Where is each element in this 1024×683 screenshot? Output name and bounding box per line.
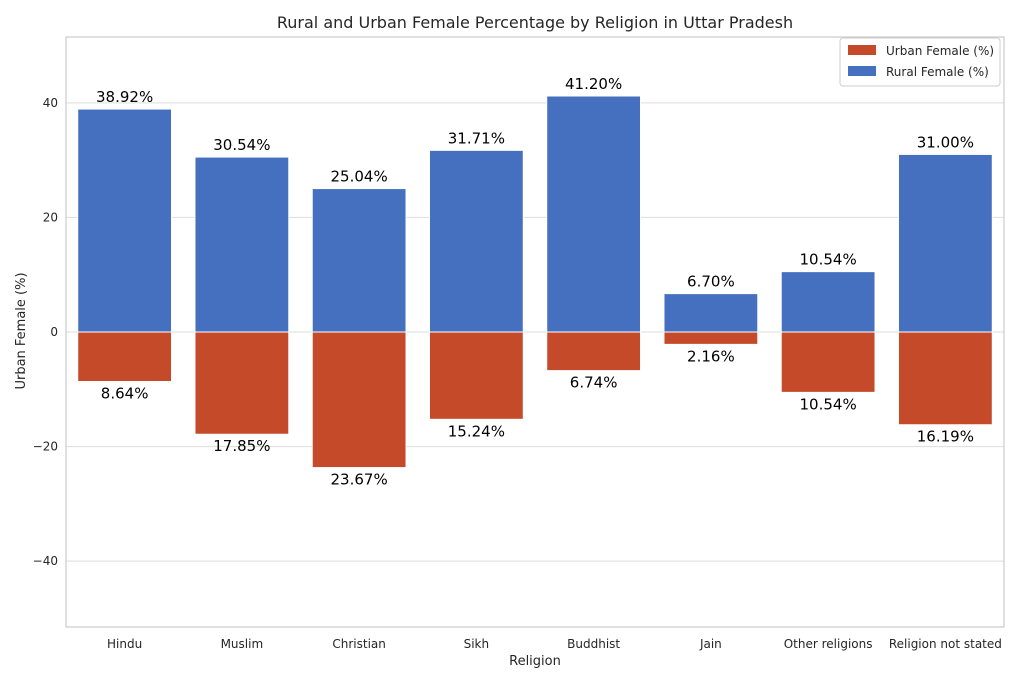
x-tick-labels: Hindu Muslim Christian Sikh Buddhist Jain Othe… bbox=[107, 637, 1002, 651]
x-tick-label: Jain bbox=[699, 637, 722, 651]
legend-label-rural: Rural Female (%) bbox=[886, 65, 989, 79]
data-label-urban: 23.67% bbox=[331, 471, 388, 489]
y-tick-label: −40 bbox=[33, 554, 58, 568]
data-label-urban: 17.85% bbox=[213, 437, 270, 455]
bar-urban bbox=[428, 331, 524, 420]
data-label-rural: 6.70% bbox=[687, 273, 735, 291]
plot-frame bbox=[65, 36, 1005, 628]
data-label-rural: 30.54% bbox=[213, 136, 270, 154]
x-tick-label: Christian bbox=[332, 637, 386, 651]
data-label-urban: 15.24% bbox=[448, 422, 505, 440]
bar-rural bbox=[428, 149, 524, 333]
y-tick-labels: −40 −20 0 20 40 bbox=[33, 96, 58, 568]
data-label-rural: 31.71% bbox=[448, 129, 505, 147]
y-tick-label: 20 bbox=[43, 210, 58, 224]
x-tick-label: Other religions bbox=[784, 637, 873, 651]
bar-urban bbox=[780, 331, 876, 393]
data-label-urban: 10.54% bbox=[800, 395, 857, 413]
bar-urban bbox=[77, 331, 173, 382]
bar-rural bbox=[546, 95, 642, 333]
y-axis-label: Urban Female (%) bbox=[14, 272, 29, 389]
x-tick-label: Buddhist bbox=[567, 637, 620, 651]
y-tick-label: 0 bbox=[50, 325, 58, 339]
data-label-rural: 38.92% bbox=[96, 88, 153, 106]
bar-rural bbox=[897, 153, 993, 333]
data-label-urban: 6.74% bbox=[570, 374, 618, 392]
x-axis-label: Religion bbox=[509, 654, 561, 669]
legend-swatch-urban bbox=[848, 45, 876, 55]
y-tick-label: −20 bbox=[33, 440, 58, 454]
bar-rural bbox=[780, 271, 876, 333]
bar-rural bbox=[663, 293, 759, 333]
data-label-rural: 31.00% bbox=[917, 133, 974, 151]
legend-label-urban: Urban Female (%) bbox=[886, 44, 994, 58]
legend: Urban Female (%) Rural Female (%) bbox=[839, 37, 1001, 87]
bar-rural bbox=[77, 108, 173, 333]
bar-urban bbox=[663, 331, 759, 345]
x-tick-label: Muslim bbox=[221, 637, 264, 651]
bar-urban bbox=[194, 331, 290, 435]
data-labels: 8.64% 17.85% 23.67% 15.24% 6.74% 2.16% 10.54% 1… bbox=[96, 75, 974, 489]
data-label-rural: 25.04% bbox=[331, 168, 388, 186]
x-tick-label: Religion not stated bbox=[889, 637, 1002, 651]
data-label-rural: 10.54% bbox=[800, 251, 857, 269]
bars bbox=[77, 95, 993, 469]
x-tick-label: Hindu bbox=[107, 637, 142, 651]
data-label-urban: 2.16% bbox=[687, 347, 735, 365]
data-label-rural: 41.20% bbox=[565, 75, 622, 93]
bar-urban bbox=[311, 331, 407, 469]
chart-title: Rural and Urban Female Percentage by Rel… bbox=[277, 13, 793, 32]
bar-urban bbox=[546, 331, 642, 372]
bar-rural bbox=[311, 188, 407, 333]
bar-urban bbox=[897, 331, 993, 426]
y-tick-label: 40 bbox=[43, 96, 58, 110]
legend-swatch-rural bbox=[848, 66, 876, 76]
legend-box bbox=[839, 37, 1001, 87]
data-label-urban: 16.19% bbox=[917, 428, 974, 446]
bar-rural bbox=[194, 156, 290, 333]
x-tick-label: Sikh bbox=[464, 637, 490, 651]
data-label-urban: 8.64% bbox=[101, 384, 149, 402]
